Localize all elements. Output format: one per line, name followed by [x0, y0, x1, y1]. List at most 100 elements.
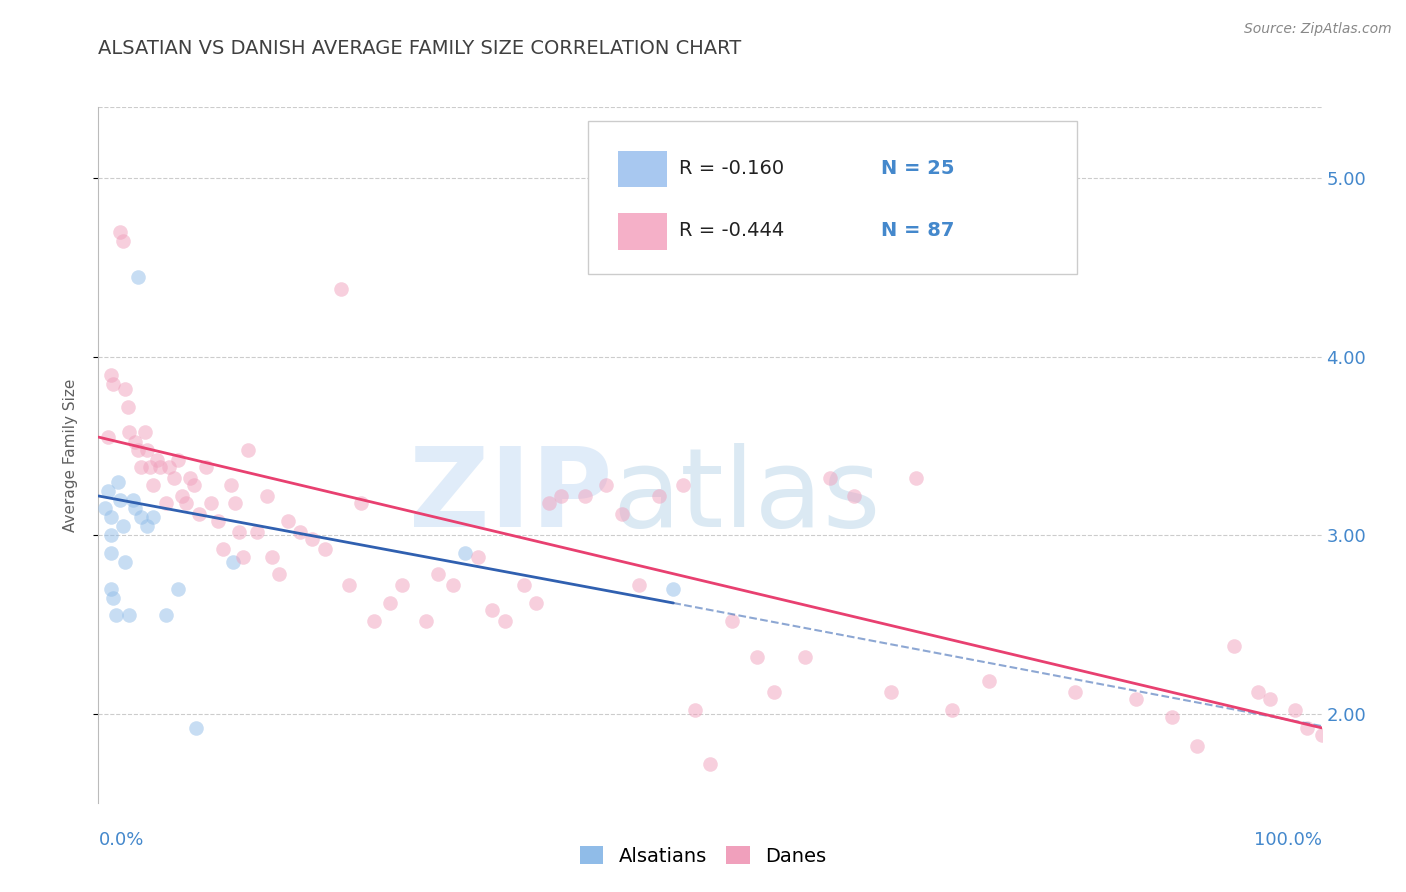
Text: ZIP: ZIP [409, 443, 612, 550]
Point [314, 542, 336, 557]
Point [111, 519, 134, 533]
Point [163, 471, 186, 485]
Point [121, 492, 143, 507]
Point [524, 596, 547, 610]
Point [1258, 692, 1281, 706]
Point [628, 578, 651, 592]
Point [136, 442, 159, 457]
Point [672, 478, 695, 492]
Point [537, 496, 560, 510]
Point [228, 524, 250, 539]
Point [1125, 692, 1147, 706]
Text: ALSATIAN VS DANISH AVERAGE FAMILY SIZE CORRELATION CHART: ALSATIAN VS DANISH AVERAGE FAMILY SIZE C… [98, 39, 742, 58]
Point [179, 471, 201, 485]
Point [1161, 710, 1184, 724]
Point [157, 460, 180, 475]
Point [186, 721, 208, 735]
Point [794, 649, 817, 664]
Point [880, 685, 903, 699]
Point [232, 549, 254, 564]
Text: N = 87: N = 87 [882, 221, 955, 240]
Point [100, 546, 122, 560]
Point [142, 478, 165, 492]
Point [262, 549, 284, 564]
Point [550, 489, 572, 503]
Y-axis label: Average Family Size: Average Family Size [63, 378, 77, 532]
Point [134, 425, 156, 439]
Point [146, 453, 169, 467]
Point [100, 510, 122, 524]
Point [117, 400, 139, 414]
Point [167, 582, 190, 596]
Point [301, 532, 323, 546]
Point [762, 685, 785, 699]
Point [685, 703, 707, 717]
Point [111, 234, 134, 248]
Text: atlas: atlas [612, 443, 880, 550]
Text: N = 25: N = 25 [882, 159, 955, 178]
Point [110, 492, 132, 507]
Point [1247, 685, 1270, 699]
Point [513, 578, 536, 592]
Point [595, 478, 617, 492]
Point [246, 524, 269, 539]
Point [187, 507, 209, 521]
Point [155, 608, 177, 623]
Point [467, 549, 489, 564]
Point [100, 368, 122, 382]
Point [149, 460, 172, 475]
Point [415, 614, 437, 628]
Text: R = -0.160: R = -0.160 [679, 159, 785, 178]
Point [441, 578, 464, 592]
Point [183, 478, 205, 492]
Point [155, 496, 177, 510]
Point [107, 475, 129, 489]
Point [454, 546, 477, 560]
Point [818, 471, 841, 485]
Text: Source: ZipAtlas.com: Source: ZipAtlas.com [1244, 22, 1392, 37]
Point [1310, 728, 1333, 742]
Point [118, 425, 141, 439]
Point [93, 501, 115, 516]
Point [699, 756, 721, 771]
Point [207, 514, 229, 528]
Point [574, 489, 596, 503]
Point [363, 614, 385, 628]
Point [200, 496, 222, 510]
Point [167, 453, 190, 467]
Point [350, 496, 373, 510]
Point [1185, 739, 1208, 753]
Point [721, 614, 744, 628]
Point [1063, 685, 1085, 699]
Point [101, 376, 124, 391]
Point [977, 674, 1000, 689]
Point [391, 578, 413, 592]
Text: R = -0.444: R = -0.444 [679, 221, 785, 240]
Point [256, 489, 278, 503]
Point [101, 591, 124, 605]
Point [1284, 703, 1306, 717]
FancyBboxPatch shape [588, 121, 1077, 274]
Point [337, 578, 360, 592]
Point [378, 596, 401, 610]
Point [129, 510, 152, 524]
Point [329, 282, 352, 296]
Point [176, 496, 198, 510]
Point [97, 483, 120, 498]
Point [100, 528, 122, 542]
Point [1222, 639, 1244, 653]
Point [647, 489, 669, 503]
Point [195, 460, 218, 475]
Point [904, 471, 927, 485]
Text: 100.0%: 100.0% [1254, 830, 1322, 848]
Point [129, 460, 152, 475]
Point [104, 608, 127, 623]
Point [114, 555, 136, 569]
Text: 0.0%: 0.0% [98, 830, 143, 848]
Point [127, 269, 149, 284]
Point [269, 567, 291, 582]
Point [139, 460, 162, 475]
Point [610, 507, 633, 521]
Point [100, 582, 122, 596]
Point [97, 430, 120, 444]
